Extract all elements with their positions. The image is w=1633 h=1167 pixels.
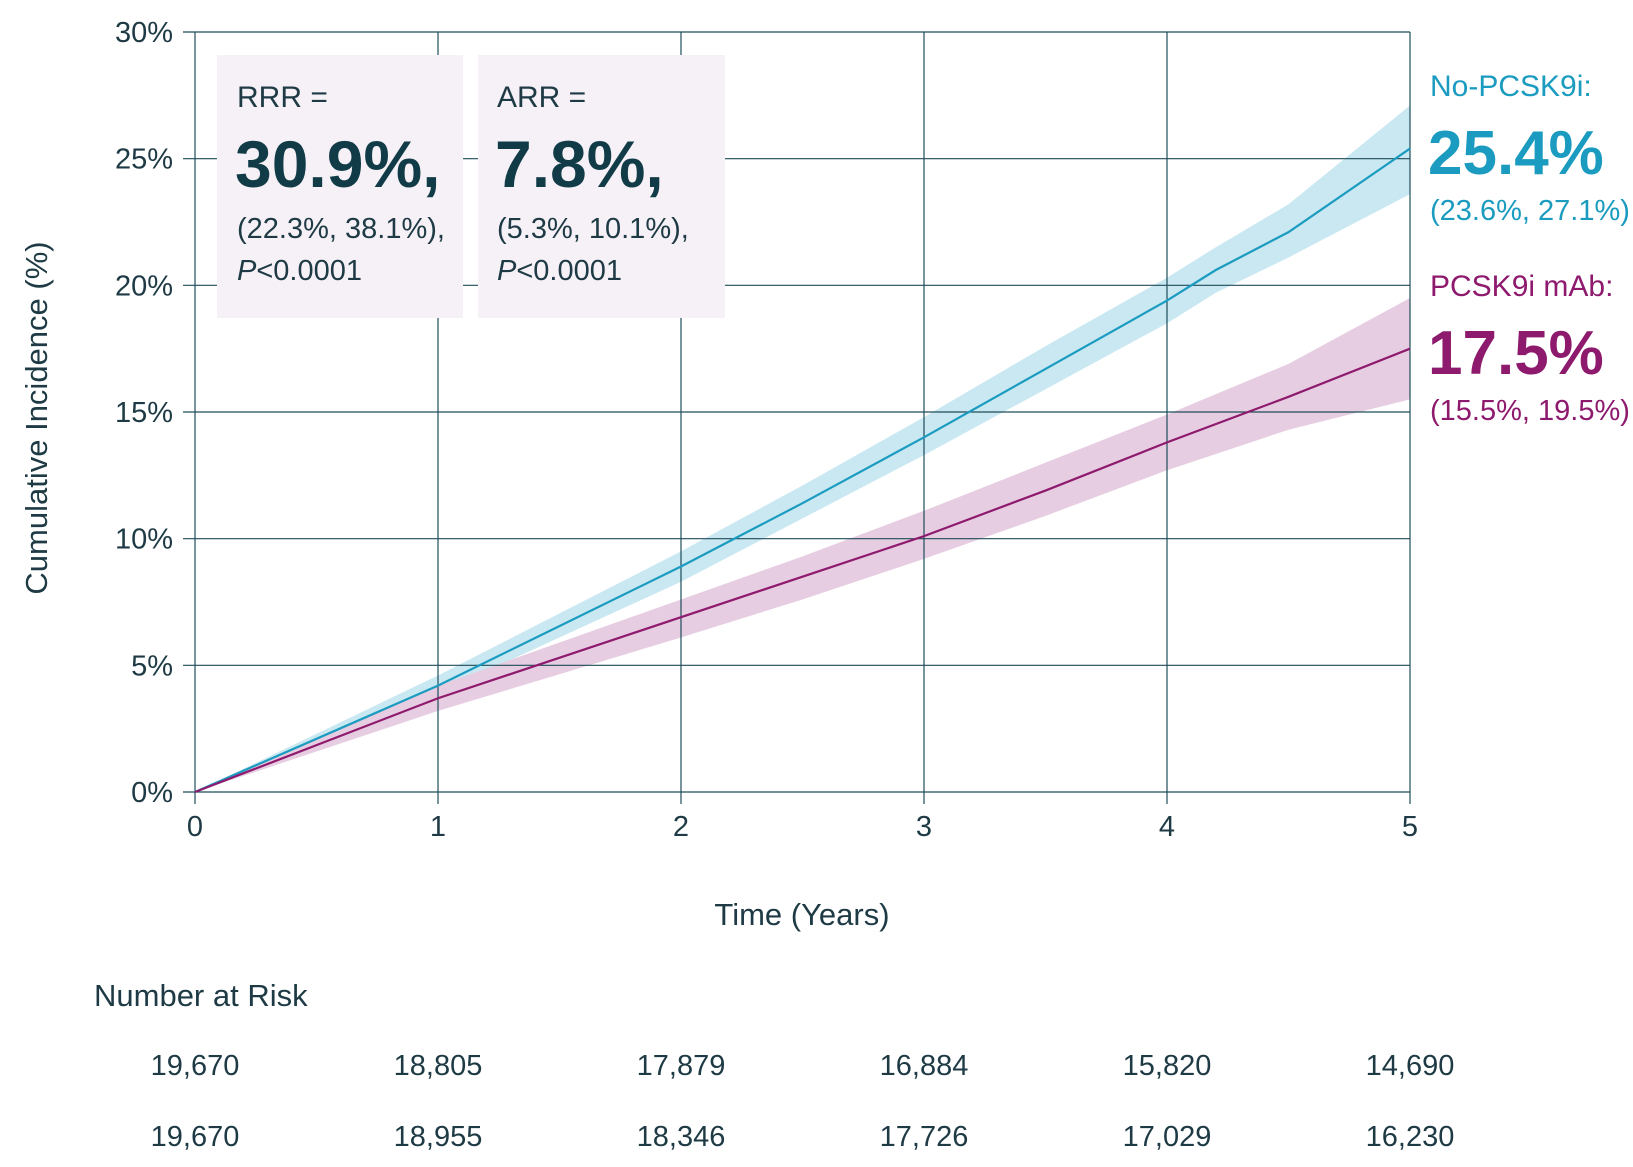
y-tick-label: 30% — [115, 17, 173, 49]
no-pcsk9i-end-label: No-PCSK9i: 25.4% (23.6%, 27.1%) — [1428, 70, 1630, 227]
risk-cell-row2: 16,230 — [1366, 1121, 1455, 1153]
y-tick-label: 20% — [115, 270, 173, 302]
rrr-annotation-box: RRR = 30.9%, (22.3%, 38.1%), P<0.0001 — [217, 55, 463, 318]
risk-cell-row1: 19,670 — [151, 1050, 240, 1082]
pcsk9i-mab-final-ci: (15.5%, 19.5%) — [1430, 395, 1630, 427]
pcsk9i-mab-end-label: PCSK9i mAb: 17.5% (15.5%, 19.5%) — [1428, 270, 1630, 427]
arr-label: ARR = — [497, 81, 586, 114]
arr-p-value: P<0.0001 — [497, 255, 622, 287]
no-pcsk9i-final-ci: (23.6%, 27.1%) — [1430, 195, 1630, 227]
arr-value: 7.8%, — [495, 127, 664, 201]
risk-cell-row1: 16,884 — [880, 1050, 969, 1082]
y-tick-label: 25% — [115, 144, 173, 176]
x-tick-label: 4 — [1159, 811, 1175, 843]
number-at-risk-table: 19,670 18,805 17,879 16,884 15,820 14,690 19,6… — [151, 1050, 1455, 1153]
y-tick-label: 10% — [115, 524, 173, 556]
rrr-p-value: P<0.0001 — [237, 255, 362, 287]
x-tick-label: 3 — [916, 811, 932, 843]
y-tick-label: 0% — [131, 777, 173, 809]
series-line-0 — [194, 147, 1411, 794]
rrr-box-background — [217, 55, 463, 318]
y-tick-label: 5% — [131, 650, 173, 682]
risk-cell-row1: 17,879 — [637, 1050, 726, 1082]
arr-ci: (5.3%, 10.1%), — [497, 213, 689, 245]
risk-cell-row2: 18,346 — [637, 1121, 726, 1153]
risk-cell-row1: 15,820 — [1123, 1050, 1212, 1082]
x-tick-label: 2 — [673, 811, 689, 843]
y-axis-title: Cumulative Incidence (%) — [19, 241, 54, 594]
risk-cell-row2: 19,670 — [151, 1121, 240, 1153]
arr-box-background — [478, 55, 725, 318]
arr-annotation-box: ARR = 7.8%, (5.3%, 10.1%), P<0.0001 — [478, 55, 725, 318]
x-axis-title: Time (Years) — [714, 897, 889, 932]
series-lines — [194, 147, 1411, 794]
rrr-ci: (22.3%, 38.1%), — [237, 213, 445, 245]
rrr-label: RRR = — [237, 81, 328, 114]
no-pcsk9i-final-value: 25.4% — [1428, 119, 1604, 188]
x-tick-label: 1 — [430, 811, 446, 843]
axis-ticks: 0% 5% 10% 15% 20% 25% 30% 0 1 2 3 4 5 — [115, 17, 1418, 843]
number-at-risk-title: Number at Risk — [94, 978, 308, 1013]
risk-cell-row2: 18,955 — [394, 1121, 483, 1153]
confidence-bands — [195, 105, 1410, 792]
risk-cell-row2: 17,029 — [1123, 1121, 1212, 1153]
ci-band-1 — [195, 298, 1410, 792]
pcsk9i-mab-final-value: 17.5% — [1428, 319, 1604, 388]
x-tick-label: 5 — [1402, 811, 1418, 843]
x-tick-label: 0 — [187, 811, 203, 843]
series-line-1 — [194, 347, 1411, 794]
pcsk9i-mab-series-name: PCSK9i mAb: — [1430, 270, 1613, 303]
y-tick-label: 15% — [115, 397, 173, 429]
no-pcsk9i-series-name: No-PCSK9i: — [1430, 70, 1592, 103]
risk-cell-row1: 14,690 — [1366, 1050, 1455, 1082]
rrr-value: 30.9%, — [235, 127, 440, 201]
risk-cell-row2: 17,726 — [880, 1121, 969, 1153]
risk-cell-row1: 18,805 — [394, 1050, 483, 1082]
